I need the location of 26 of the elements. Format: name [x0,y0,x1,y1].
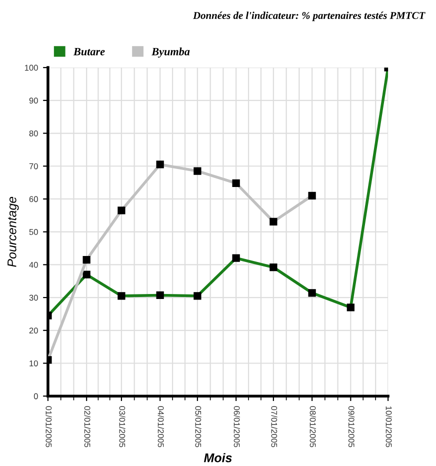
x-tick-label: 07/01/2005 [271,406,278,448]
x-tick-label: 08/01/2005 [310,406,316,448]
y-tick-label: 90 [29,98,38,104]
legend-label: Butare [73,48,105,56]
y-tick-label: 30 [29,294,38,301]
legend-label: Byumba [152,48,190,58]
y-tick-label: 70 [29,163,38,170]
x-tick-label: 04/01/2005 [158,406,164,448]
x-tick-label: 10/01/2005 [386,406,392,448]
y-tick-label: 60 [29,196,38,202]
x-tick-label: 03/01/2005 [119,406,126,448]
y-tick-label: 20 [29,328,38,334]
x-axis-title: Mois [204,453,232,462]
x-tick-label: 05/01/2005 [195,406,202,448]
y-tick-label: 100 [24,64,38,71]
y-tick-label: 0 [34,393,38,400]
y-axis-title: Pourcentage [8,196,19,267]
y-tick-label: 50 [29,229,38,235]
y-tick-label: 10 [30,360,38,366]
chart-title: Données de l'indicateur: % partenaires testés PMTCT [192,12,426,22]
x-tick-label: 09/01/2005 [348,406,355,448]
x-tick-label: 01/01/2005 [46,406,52,448]
y-tick-label: 40 [29,262,38,268]
y-tick-label: 80 [29,130,38,136]
x-tick-label: 06/01/2005 [234,406,240,448]
x-tick-label: 02/01/2005 [84,406,90,448]
